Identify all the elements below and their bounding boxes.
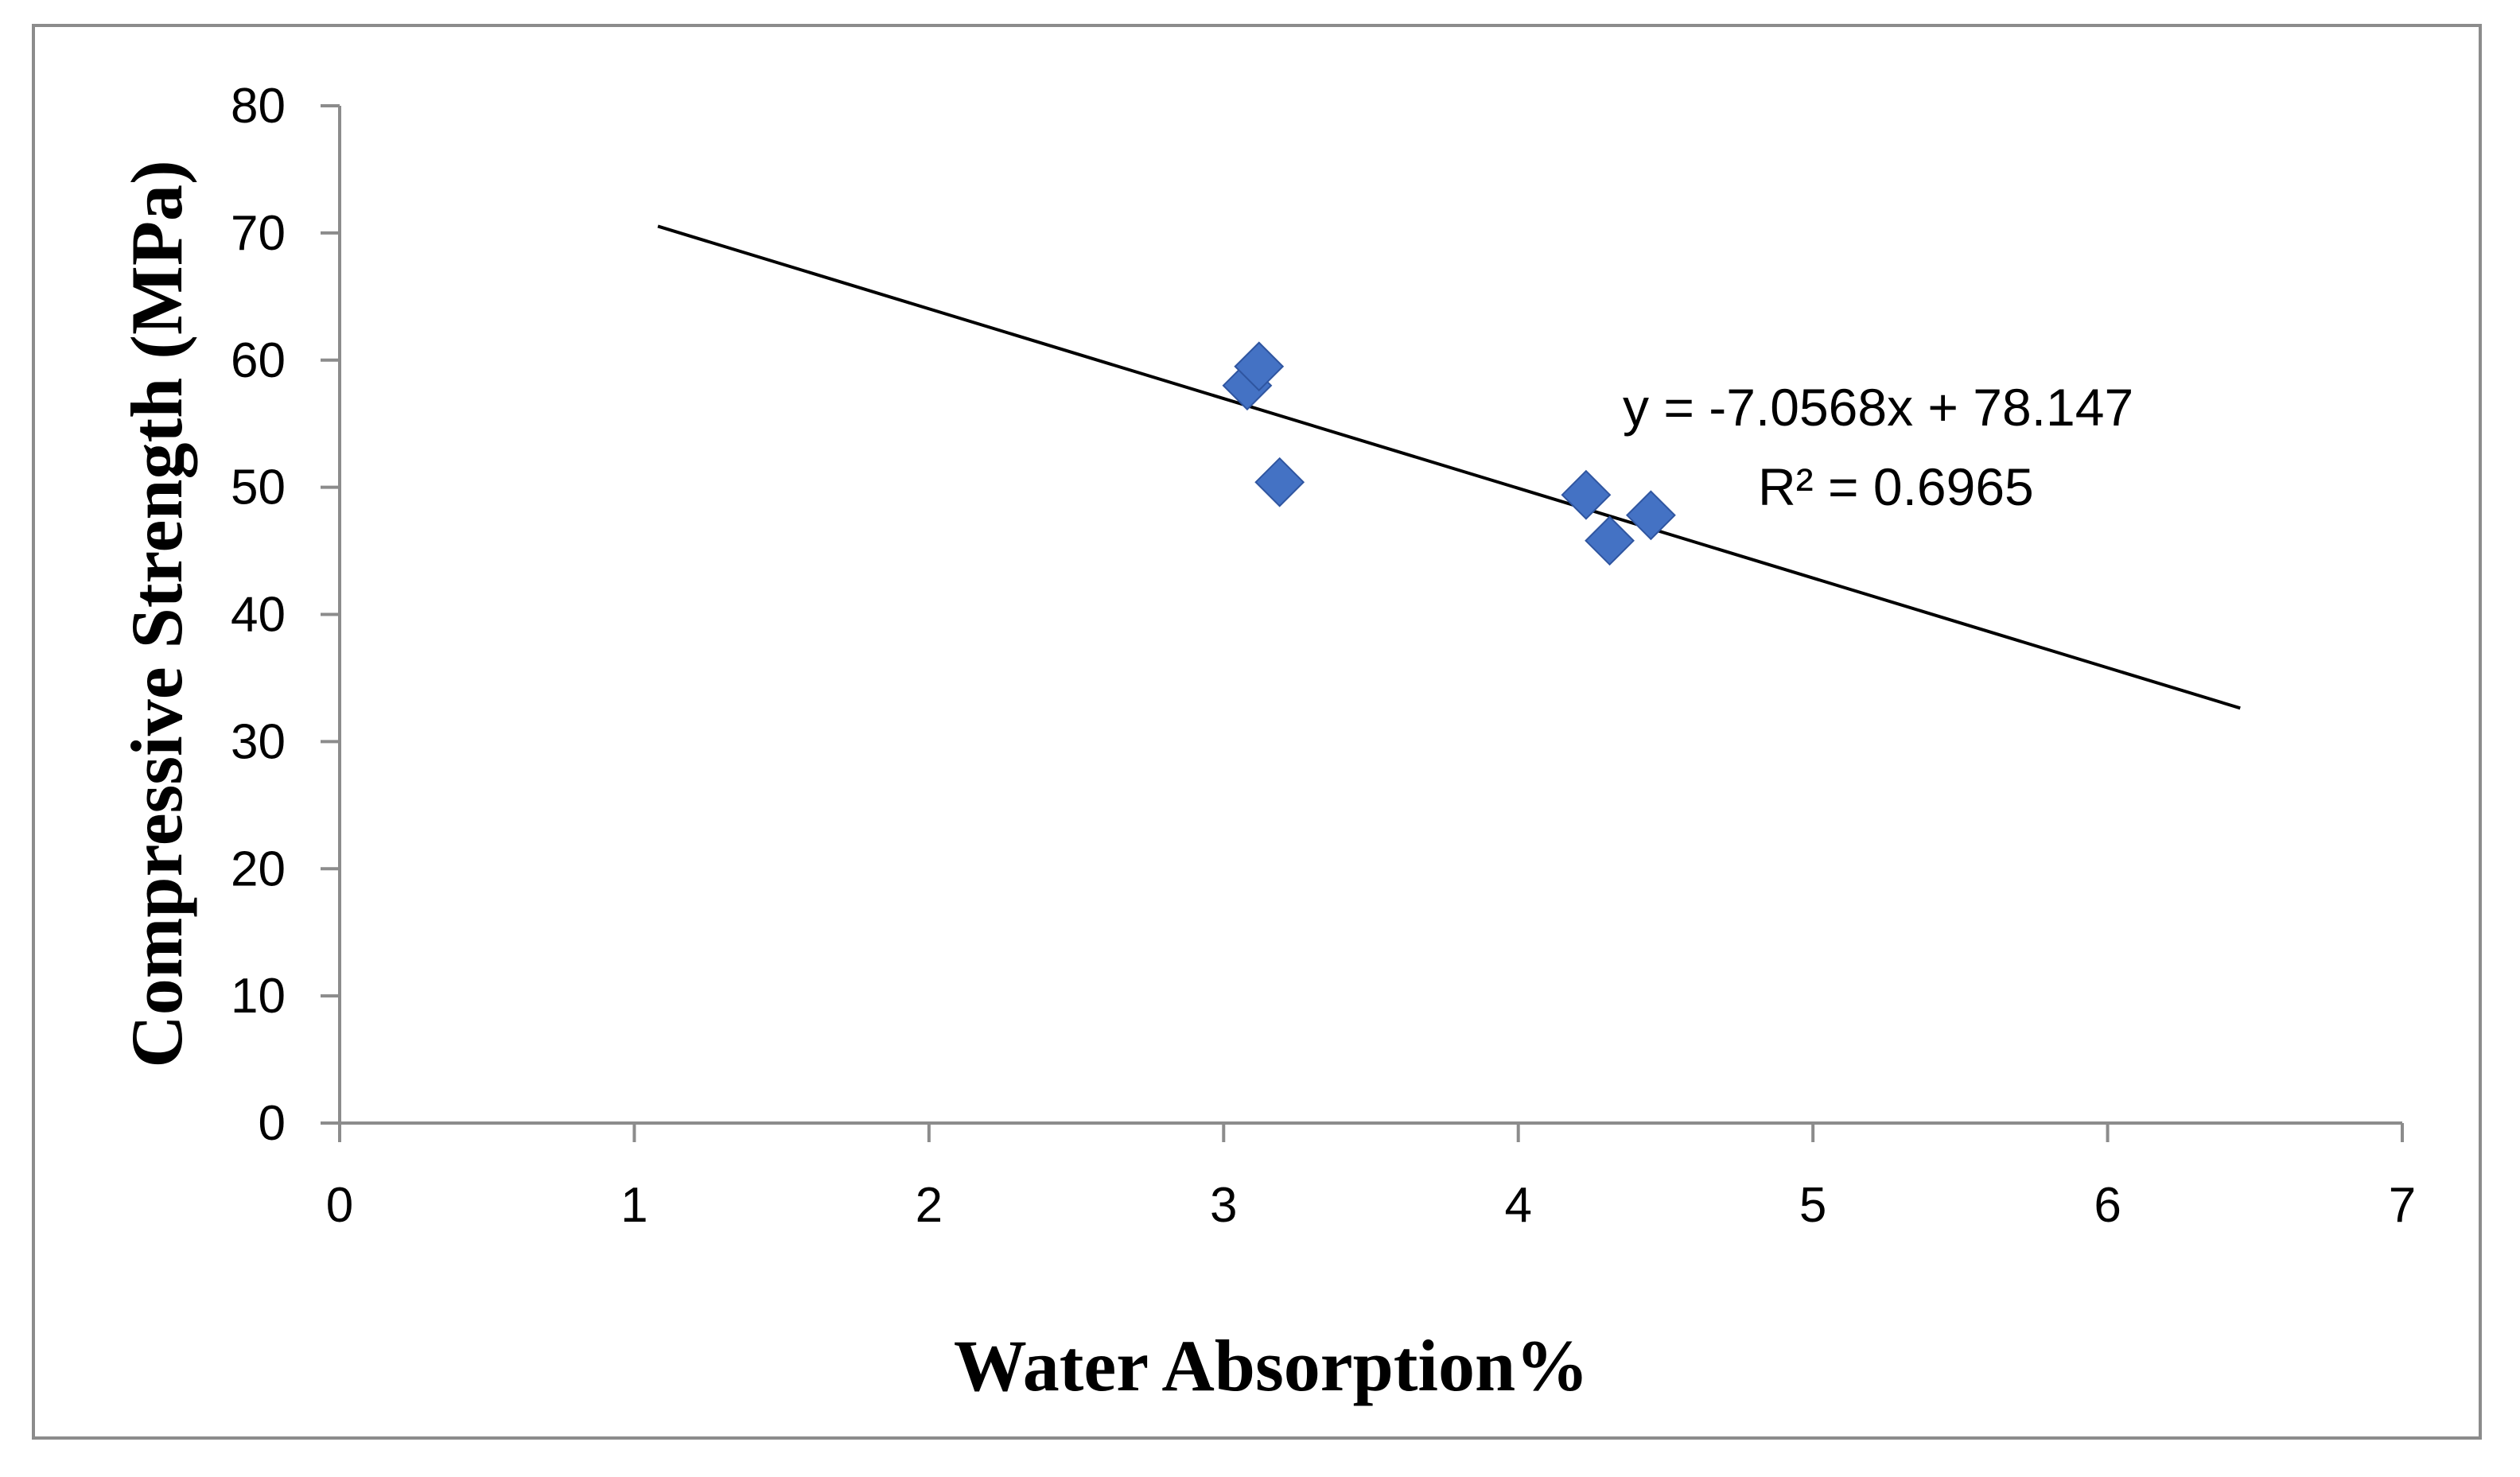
x-ticks: 0 1 2 3 4 5 6 7: [326, 1123, 2416, 1233]
trendline: [657, 224, 2241, 710]
data-points: [1222, 341, 1676, 566]
y-ticks: 0 10 20 30 40 50 60 70 80: [231, 79, 340, 1151]
x-tick-label: 4: [1504, 1178, 1531, 1233]
y-tick-label: 0: [259, 1096, 286, 1151]
x-tick-label: 2: [916, 1178, 943, 1233]
data-point-marker: [1585, 515, 1635, 566]
r-squared-label: R² = 0.6965: [1758, 457, 2034, 516]
y-tick-label: 70: [231, 206, 286, 261]
y-tick-label: 60: [231, 333, 286, 388]
y-tick-label: 30: [231, 714, 286, 769]
axes: [338, 106, 2402, 1125]
x-tick-label: 3: [1210, 1178, 1237, 1233]
data-point-marker: [1625, 490, 1676, 541]
y-tick-label: 20: [231, 842, 286, 896]
x-axis-title: Water Absorption%: [954, 1325, 1589, 1406]
x-tick-label: 7: [2389, 1178, 2416, 1233]
x-tick-label: 0: [326, 1178, 353, 1233]
y-tick-label: 50: [231, 461, 286, 515]
y-tick-label: 40: [231, 588, 286, 643]
data-point-marker: [1254, 457, 1305, 507]
y-tick-label: 10: [231, 969, 286, 1024]
chart-frame: [32, 24, 2482, 1440]
x-tick-label: 1: [620, 1178, 648, 1233]
x-tick-label: 5: [1799, 1178, 1826, 1233]
data-point-marker: [1234, 341, 1285, 392]
y-tick-label: 80: [231, 79, 286, 134]
trendline-equation: y = -7.0568x + 78.147: [1623, 378, 2133, 437]
y-axis-title: Compressive Strength (MPa): [116, 160, 197, 1067]
data-point-marker: [1561, 469, 1612, 520]
x-tick-label: 6: [2094, 1178, 2121, 1233]
